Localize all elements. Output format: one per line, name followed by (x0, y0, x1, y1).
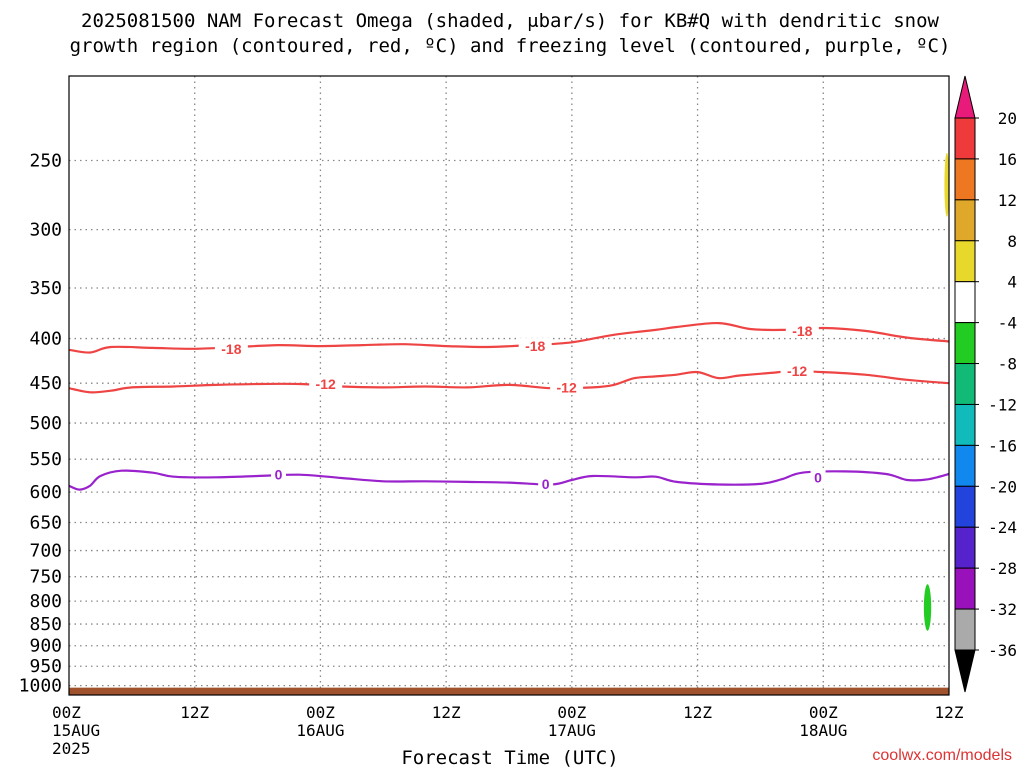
pressure-tick-label: 850 (29, 614, 62, 635)
time-tick-label: 00Z (306, 703, 335, 722)
contour-line-0 (68, 469, 950, 491)
contour-label-bg (538, 475, 554, 491)
contour-layer: -18 -18 -18 -12 -12 -12 0 0 0 (68, 321, 950, 492)
pressure-tick-label: 950 (29, 656, 62, 677)
colorbar-bottom-arrow (954, 649, 976, 693)
colorbar-tick-label: -12 (988, 395, 1017, 414)
contour-label-bg (550, 379, 584, 395)
colorbar-tick-label: 8 (1007, 232, 1017, 251)
plot-frame (68, 75, 950, 696)
y-axis: 2503003504004505005506006507007508008509… (19, 151, 62, 697)
time-tick-label: 00Z (557, 703, 586, 722)
terrain-layer (69, 687, 949, 695)
contour-label-bg (785, 322, 819, 338)
chart-title-line2: growth region (contoured, red, ºC) and f… (70, 35, 951, 57)
colorbar-tick-label: -8 (998, 355, 1017, 374)
chart-title-line1: 2025081500 NAM Forecast Omega (shaded, μ… (81, 10, 939, 32)
colorbar-bin (954, 363, 976, 405)
colorbar-bin (954, 608, 976, 651)
colorbar-bin (954, 567, 976, 610)
colorbar-bin (954, 485, 976, 528)
pressure-tick-label: 700 (29, 541, 62, 562)
colorbar-bin (954, 403, 976, 446)
colorbar-tick-label: 20 (998, 109, 1017, 128)
contour-label: 0 (542, 476, 550, 492)
omega-colorbar: 20 16 12 8 4 -4 -8 -12 -16 -20 -24 -28 -32 -36 (954, 75, 1017, 693)
contour-label-bg (309, 376, 343, 392)
pressure-tick-label: 1000 (19, 676, 62, 697)
pressure-tick-label: 650 (29, 512, 62, 533)
contour-label-bg (810, 469, 826, 485)
contour-label: -12 (557, 379, 577, 395)
colorbar-tick-label: -32 (988, 600, 1017, 619)
colorbar-tick-label: -20 (988, 477, 1017, 496)
colorbar-tick-label: 12 (998, 191, 1017, 210)
contour-label: 0 (275, 467, 283, 483)
pressure-tick-label: 750 (29, 567, 62, 588)
contour-label-bg (780, 363, 814, 379)
contour-line--18 (68, 321, 950, 354)
pressure-tick-label: 900 (29, 636, 62, 657)
contour-label: -12 (787, 363, 807, 379)
colorbar-bin (954, 158, 976, 201)
colorbar-bin (954, 444, 976, 487)
colorbar-bin (954, 117, 976, 160)
contour-label: -18 (792, 323, 812, 339)
time-tick-label: 00Z (809, 703, 838, 722)
pressure-tick-label: 600 (29, 482, 62, 503)
pressure-tick-label: 550 (29, 449, 62, 470)
colorbar-bin (954, 281, 976, 324)
colorbar-tick-label: 16 (998, 150, 1017, 169)
pressure-tick-label: 300 (29, 220, 62, 241)
pressure-tick-label: 250 (29, 151, 62, 172)
colorbar-tick-label: -16 (988, 436, 1017, 455)
omega-shaded-cell (944, 152, 950, 217)
contour-label: -18 (525, 338, 545, 354)
time-tick-label: 00Z (52, 703, 81, 722)
year-tick-label: 2025 (52, 739, 91, 758)
contour-line--12 (68, 370, 950, 394)
terrain-fill (69, 687, 949, 695)
omega-shading-layer (923, 152, 950, 631)
time-tick-label: 12Z (935, 703, 964, 722)
date-tick-label: 15AUG (52, 721, 100, 740)
pressure-tick-label: 800 (29, 591, 62, 612)
colorbar-bin (954, 240, 976, 283)
contour-label: 0 (814, 469, 822, 485)
time-tick-label: 12Z (180, 703, 209, 722)
contour-label-bg (518, 338, 552, 354)
omega-shaded-cell (923, 584, 932, 631)
colorbar-tick-label: -36 (988, 641, 1017, 660)
pressure-tick-label: 450 (29, 373, 62, 394)
pressure-tick-label: 400 (29, 329, 62, 350)
colorbar-top-arrow (954, 75, 976, 119)
contour-label-bg (214, 340, 248, 356)
credit-text: coolwx.com/models (872, 747, 1012, 764)
time-tick-label: 12Z (683, 703, 712, 722)
x-axis-label: Forecast Time (UTC) (401, 747, 618, 768)
contour-label: -18 (221, 341, 241, 357)
contour-label: -12 (316, 376, 336, 392)
pressure-tick-label: 500 (29, 413, 62, 434)
date-tick-label: 16AUG (296, 721, 344, 740)
time-tick-label: 12Z (432, 703, 461, 722)
colorbar-tick-label: -28 (988, 559, 1017, 578)
colorbar-tick-label: -4 (998, 314, 1017, 333)
colorbar-tick-label: -24 (988, 518, 1017, 537)
colorbar-tick-label: 4 (1007, 273, 1017, 292)
date-tick-label: 17AUG (548, 721, 596, 740)
colorbar-bin (954, 322, 976, 365)
pressure-tick-label: 350 (29, 278, 62, 299)
colorbar-bin (954, 199, 976, 242)
date-tick-label: 18AUG (799, 721, 847, 740)
contour-label-bg (271, 466, 287, 482)
colorbar-bin (954, 526, 976, 569)
